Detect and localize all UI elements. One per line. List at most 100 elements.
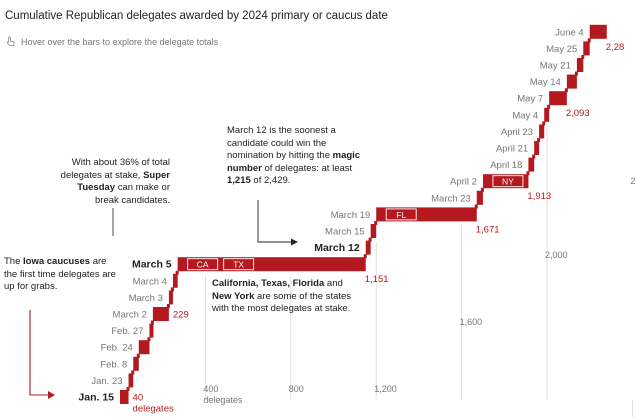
iowa-leader-line — [29, 310, 48, 396]
date-label: March 15 — [325, 227, 365, 238]
bar — [549, 91, 567, 106]
bar — [482, 174, 529, 189]
chart-title: Cumulative Republican delegates awarded … — [5, 10, 388, 22]
state-tag-label: FL — [396, 210, 406, 220]
bar-riser — [175, 270, 179, 275]
super-tuesday-annotation: With about 36% of total delegates at sta… — [60, 157, 170, 206]
bar-riser — [126, 387, 130, 391]
iowa-leader-arrow — [48, 391, 55, 399]
bar-riser — [532, 154, 536, 159]
bar — [177, 257, 366, 272]
pointer-hand-icon — [6, 36, 15, 47]
date-label: Feb. 24 — [101, 343, 133, 354]
hover-hint: Hover over the bars to explore the deleg… — [5, 36, 218, 47]
date-labels: Jan. 15 Jan. 23 Feb. 8 Feb. 24 Feb. 27 March … — [78, 27, 583, 403]
x-tick-label: 800 — [289, 384, 304, 394]
state-tag — [187, 258, 219, 271]
bar-riser — [574, 71, 578, 76]
date-label: March 3 — [129, 293, 163, 304]
date-label: March 5 — [132, 259, 172, 271]
bar — [589, 24, 607, 39]
date-label: March 2 — [113, 310, 147, 321]
x-tick-label: 400 — [203, 384, 218, 394]
bar-riser — [170, 287, 174, 292]
date-label: March 12 — [314, 242, 360, 254]
bar — [120, 390, 129, 404]
date-label: May 21 — [540, 61, 571, 72]
bar — [583, 41, 590, 56]
bar — [149, 323, 154, 338]
bar — [376, 207, 477, 222]
bar — [138, 340, 150, 355]
bar-riser — [131, 370, 135, 375]
bar-riser — [363, 254, 367, 259]
bar — [539, 124, 545, 139]
total-label: 229 — [173, 310, 189, 321]
total-label: 2,093 — [566, 108, 590, 119]
total-label: 40 — [133, 393, 144, 404]
bar-riser — [480, 187, 484, 192]
total-label: 1,151 — [365, 274, 389, 285]
state-tag-label: NY — [502, 177, 514, 187]
date-label: Feb. 8 — [100, 359, 127, 370]
date-label: Jan. 23 — [91, 376, 122, 387]
date-label: May 4 — [512, 110, 538, 121]
gridlines — [204, 125, 633, 417]
march12-leader-line — [257, 200, 291, 243]
bar — [544, 107, 550, 122]
big-states-annotation: California, Texas, Florida and New York … — [212, 278, 352, 314]
bar-riser — [537, 138, 541, 142]
iowa-annotation: The Iowa caucuses are the first time del… — [4, 256, 116, 292]
date-label: April 2 — [450, 177, 477, 188]
state-tag — [492, 175, 524, 188]
bar — [133, 356, 139, 371]
bar — [566, 74, 577, 89]
x-tick-label: 2,000 — [545, 250, 568, 260]
total-label: 1,913 — [527, 191, 551, 202]
bar — [128, 373, 134, 388]
bar-riser — [150, 320, 154, 325]
state-tag-label: CA — [197, 260, 209, 270]
bar-riser — [526, 171, 530, 176]
bar — [528, 157, 535, 172]
march12-leader-arrow — [291, 238, 298, 246]
bar-riser — [474, 204, 478, 209]
bar-riser — [368, 237, 372, 242]
date-label: March 23 — [431, 193, 471, 204]
date-label: May 25 — [546, 44, 577, 55]
bar-riser — [136, 353, 140, 358]
date-label: May 7 — [517, 94, 543, 105]
bar — [152, 307, 169, 321]
date-label: June 4 — [555, 27, 584, 38]
hover-hint-text: Hover over the bars to explore the deleg… — [21, 36, 219, 47]
date-label: April 18 — [490, 160, 522, 171]
x-tick-label: 1,600 — [460, 317, 483, 327]
bar — [370, 224, 377, 238]
bar-riser — [147, 337, 151, 342]
date-label: April 21 — [496, 144, 528, 155]
bar-riser — [166, 304, 170, 308]
date-label: Feb. 27 — [111, 326, 143, 337]
date-label: April 23 — [501, 127, 533, 138]
state-tag — [223, 258, 255, 271]
bar — [476, 190, 483, 205]
bar-riser — [564, 88, 568, 93]
bar-riser — [542, 121, 546, 126]
march12-annotation: March 12 is the soonest a candidate coul… — [227, 125, 361, 186]
x-tick-label: 1,200 — [374, 384, 397, 394]
bar — [172, 273, 178, 288]
bars — [120, 24, 607, 404]
bar — [365, 240, 371, 255]
bar-riser — [374, 221, 378, 225]
state-tag — [385, 208, 417, 221]
total-sublabel: delegates — [133, 404, 174, 415]
total-label: 2,28 — [606, 42, 625, 53]
bar-riser — [581, 55, 585, 59]
date-label: March 19 — [331, 210, 371, 221]
annotation-leaders — [29, 200, 298, 399]
x-tick-sublabel: delegates — [203, 395, 243, 405]
state-tag-label: TX — [233, 260, 244, 270]
bar — [534, 141, 540, 155]
